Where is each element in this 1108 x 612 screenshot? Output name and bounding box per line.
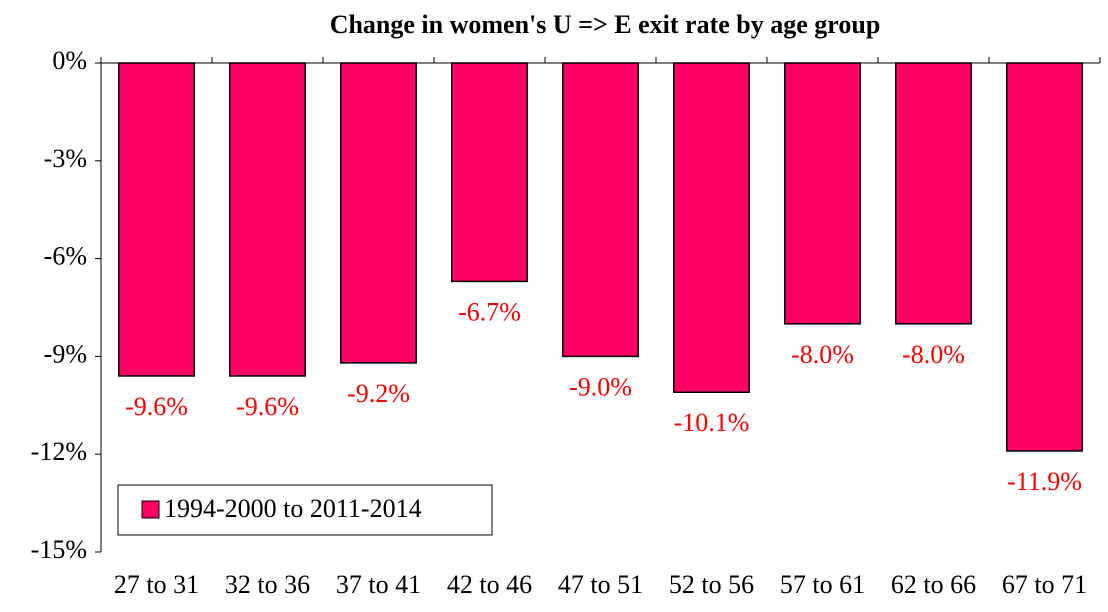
value-label: -9.6%	[125, 392, 188, 421]
y-tick-label: -12%	[31, 437, 87, 466]
bar	[118, 62, 195, 377]
value-label: -11.9%	[1007, 467, 1082, 496]
value-label: -9.0%	[569, 372, 632, 401]
x-tick-label: 47 to 51	[558, 570, 643, 599]
y-tick-label: -6%	[44, 242, 87, 271]
bar	[1006, 62, 1083, 452]
value-label: -8.0%	[902, 340, 965, 369]
bar	[451, 62, 528, 283]
value-label: -8.0%	[791, 340, 854, 369]
legend-label: 1994-2000 to 2011-2014	[164, 494, 422, 523]
bar	[562, 62, 639, 358]
x-tick-label: 62 to 66	[891, 570, 976, 599]
x-tick-label: 42 to 46	[447, 570, 532, 599]
bar	[340, 62, 417, 364]
bar	[784, 62, 861, 325]
y-tick-label: -9%	[44, 339, 87, 368]
chart-title: Change in women's U => E exit rate by ag…	[330, 10, 881, 39]
x-tick-label: 27 to 31	[114, 570, 199, 599]
y-tick-label: 0%	[52, 46, 87, 75]
legend: 1994-2000 to 2011-2014	[117, 484, 493, 536]
bar	[895, 62, 972, 325]
x-tick-label: 67 to 71	[1002, 570, 1087, 599]
bar	[673, 62, 750, 394]
value-label: -6.7%	[458, 297, 521, 326]
bar	[229, 62, 306, 377]
legend-box	[117, 484, 493, 536]
x-tick-label: 37 to 41	[336, 570, 421, 599]
y-tick-label: -15%	[31, 535, 87, 564]
legend-swatch	[141, 500, 160, 519]
value-label: -9.6%	[236, 392, 299, 421]
y-tick-label: -3%	[44, 144, 87, 173]
value-label: -9.2%	[347, 379, 410, 408]
value-label: -10.1%	[674, 408, 750, 437]
x-tick-label: 57 to 61	[780, 570, 865, 599]
x-tick-label: 32 to 36	[225, 570, 310, 599]
x-tick-label: 52 to 56	[669, 570, 754, 599]
